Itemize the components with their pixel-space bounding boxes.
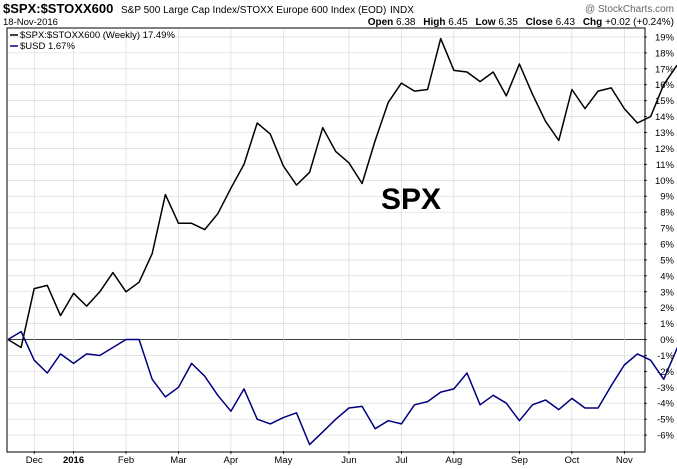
low-value: 6.35: [498, 17, 518, 28]
x-tick-label: Nov: [616, 455, 633, 466]
legend-entry-primary: $SPX:$STOXX600 (Weekly) 17.49%: [20, 30, 175, 41]
y-tick-label: 9%: [660, 192, 674, 203]
x-tick-label: Dec: [26, 455, 43, 466]
y-tick-label: 18%: [655, 48, 675, 59]
chart-exchange: INDX: [390, 5, 414, 16]
y-tick-label: 10%: [655, 176, 675, 187]
x-tick-label: Aug: [445, 455, 462, 466]
y-tick-label: 4%: [660, 271, 674, 282]
x-tick-label: Sep: [511, 455, 528, 466]
open-label: Open: [368, 17, 394, 28]
y-tick-label: -3%: [657, 383, 674, 394]
series-line-primary: [7, 37, 677, 349]
y-tick-label: -6%: [657, 431, 674, 442]
y-tick-label: 6%: [660, 239, 674, 250]
x-tick-label: May: [274, 455, 292, 466]
x-tick-label: Mar: [170, 455, 186, 466]
high-label: High: [423, 17, 445, 28]
y-tick-label: 5%: [660, 255, 674, 266]
y-tick-label: 17%: [655, 64, 675, 75]
y-tick-label: 8%: [660, 208, 674, 219]
legend: $SPX:$STOXX600 (Weekly) 17.49% $USD 1.67…: [10, 30, 175, 52]
series-layer: [7, 37, 677, 446]
x-tick-label: Oct: [564, 455, 579, 466]
y-tick-label: -1%: [657, 351, 674, 362]
y-tick-label: 13%: [655, 128, 675, 139]
y-tick-label: 19%: [655, 32, 675, 43]
chg-label: Chg: [583, 17, 602, 28]
open-value: 6.38: [396, 17, 416, 28]
close-label: Close: [526, 17, 554, 28]
x-axis: Dec 2016 Feb Mar Apr May Jun Jul Aug Sep Oct Nov: [26, 451, 633, 466]
y-tick-label: -2%: [657, 367, 674, 378]
chart-date: 18-Nov-2016: [3, 17, 58, 28]
watermark: @ StockCharts.com: [585, 4, 674, 15]
chg-value: +0.02 (+0.24%): [605, 17, 674, 28]
x-tick-label: Feb: [118, 455, 134, 466]
y-tick-label: 15%: [655, 96, 675, 107]
y-tick-label: 3%: [660, 287, 674, 298]
series-line-secondary: [7, 330, 677, 446]
chart-symbol: $SPX:$STOXX600: [3, 1, 113, 16]
y-tick-label: 12%: [655, 144, 675, 155]
low-label: Low: [476, 17, 496, 28]
y-tick-label: 0%: [660, 335, 674, 346]
y-axis: -6% -5% -4% -3% -2% -1% 0% 1% 2% 3% 4% 5% 6% 7% 8% 9% 10…: [644, 32, 675, 442]
chart-description: S&P 500 Large Cap Index/STOXX Europe 600…: [121, 5, 386, 16]
y-tick-label: 1%: [660, 319, 674, 330]
legend-entry-secondary: $USD 1.67%: [20, 41, 75, 52]
chart-annotation: SPX: [381, 183, 441, 216]
ohlc-stats: Open 6.38 High 6.45 Low 6.35 Close 6.43 …: [368, 17, 674, 28]
x-tick-label: Jul: [395, 455, 407, 466]
grid: [8, 29, 644, 451]
plot-frame: [6, 27, 646, 453]
x-tick-label: Apr: [224, 455, 239, 466]
high-value: 6.45: [448, 17, 468, 28]
y-tick-label: 16%: [655, 80, 675, 91]
x-tick-label: 2016: [63, 455, 84, 466]
y-tick-label: 7%: [660, 224, 674, 235]
y-tick-label: 14%: [655, 112, 675, 123]
y-tick-label: -4%: [657, 399, 674, 410]
y-tick-label: 2%: [660, 303, 674, 314]
y-tick-label: 11%: [656, 160, 675, 171]
y-tick-label: -5%: [657, 415, 674, 426]
x-tick-label: Jun: [341, 455, 356, 466]
close-value: 6.43: [556, 17, 576, 28]
